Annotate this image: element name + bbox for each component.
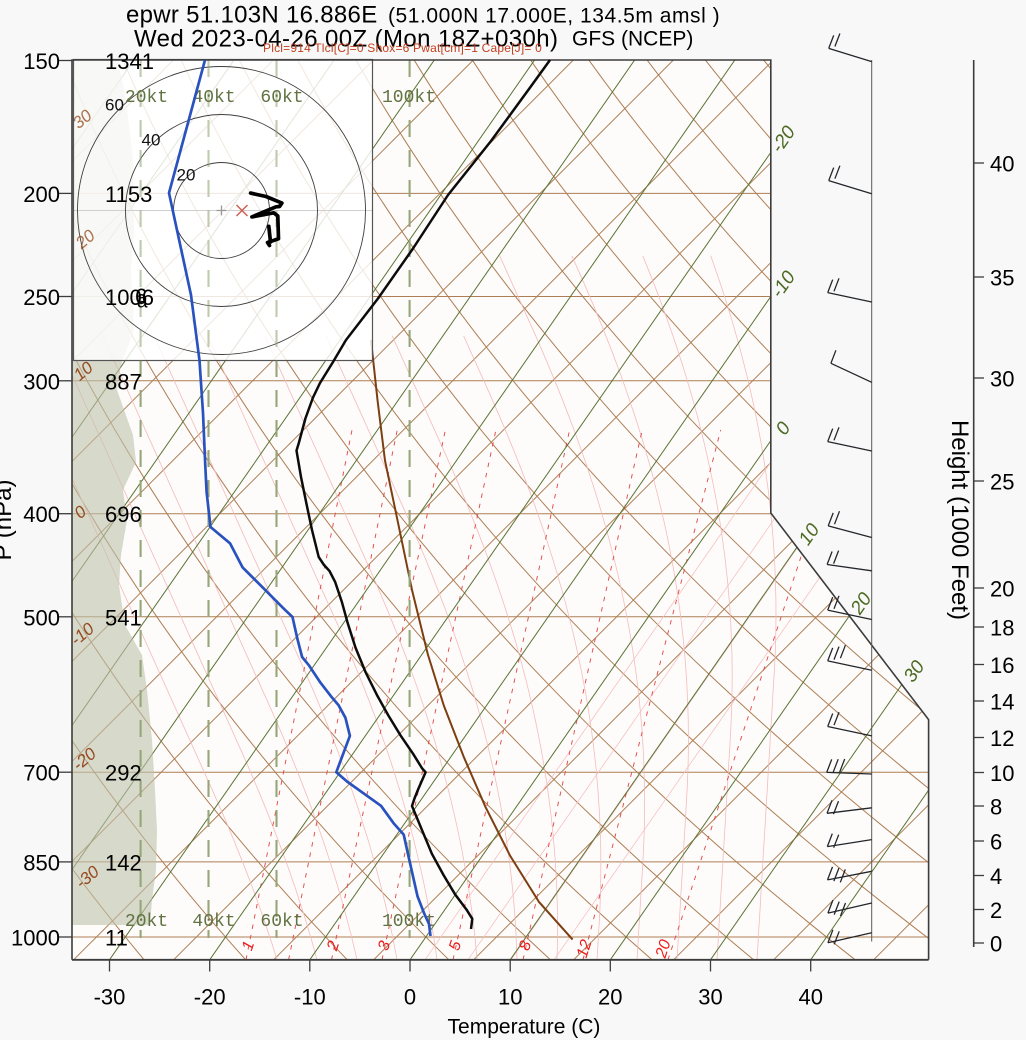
svg-text:20kt: 20kt <box>125 912 168 932</box>
svg-text:400: 400 <box>23 502 60 527</box>
svg-text:epwr 51.103N 16.886E: epwr 51.103N 16.886E <box>126 2 378 29</box>
svg-text:700: 700 <box>23 761 60 786</box>
svg-text:12: 12 <box>574 938 596 960</box>
svg-text:887: 887 <box>105 369 142 394</box>
svg-text:18: 18 <box>990 616 1014 641</box>
svg-text:100kt: 100kt <box>382 88 436 108</box>
svg-text:GFS (NCEP): GFS (NCEP) <box>572 28 693 51</box>
svg-text:0: 0 <box>990 932 1002 957</box>
svg-text:40: 40 <box>990 152 1014 177</box>
svg-text:1006: 1006 <box>105 285 154 310</box>
svg-text:200: 200 <box>23 182 60 207</box>
svg-text:Height (1000 Feet): Height (1000 Feet) <box>946 420 973 620</box>
svg-text:10: 10 <box>498 985 522 1010</box>
svg-text:541: 541 <box>105 605 142 630</box>
svg-text:20: 20 <box>990 577 1014 602</box>
svg-text:(51.000N 17.000E, 134.5m amsl: (51.000N 17.000E, 134.5m amsl ) <box>388 5 720 28</box>
svg-text:60kt: 60kt <box>260 912 303 932</box>
svg-text:60: 60 <box>105 95 124 114</box>
svg-text:2: 2 <box>990 898 1002 923</box>
svg-text:20kt: 20kt <box>125 88 168 108</box>
svg-text:a: a <box>137 292 148 313</box>
svg-text:-20: -20 <box>194 985 226 1010</box>
svg-text:30: 30 <box>990 367 1014 392</box>
svg-text:6: 6 <box>990 830 1002 855</box>
svg-text:142: 142 <box>105 850 142 875</box>
svg-text:4: 4 <box>990 864 1002 889</box>
svg-text:8: 8 <box>990 795 1002 820</box>
svg-text:6: 6 <box>135 284 147 309</box>
svg-text:40kt: 40kt <box>192 88 235 108</box>
svg-text:292: 292 <box>105 761 142 786</box>
svg-text:-30: -30 <box>94 985 126 1010</box>
svg-text:10: 10 <box>990 761 1014 786</box>
svg-text:-10: -10 <box>294 985 326 1010</box>
svg-text:0: 0 <box>404 985 416 1010</box>
svg-text:1153: 1153 <box>105 182 152 207</box>
svg-text:Plcl=914 Tlcl[C]=0 Shox=6 Pwat: Plcl=914 Tlcl[C]=0 Shox=6 Pwat[cm]=1 Cap… <box>263 41 542 55</box>
svg-text:Temperature (C): Temperature (C) <box>448 1016 601 1039</box>
svg-text:250: 250 <box>23 285 60 310</box>
svg-text:Wed 2023-04-26 00Z (Mon 18Z+03: Wed 2023-04-26 00Z (Mon 18Z+030h) <box>134 25 558 52</box>
svg-text:20: 20 <box>177 165 196 184</box>
svg-text:40kt: 40kt <box>192 912 235 932</box>
svg-text:40: 40 <box>798 985 822 1010</box>
svg-text:14: 14 <box>990 690 1014 715</box>
svg-text:500: 500 <box>23 605 60 630</box>
svg-text:20: 20 <box>598 985 622 1010</box>
svg-text:16: 16 <box>990 653 1014 678</box>
svg-text:40: 40 <box>142 130 161 149</box>
svg-text:35: 35 <box>990 266 1014 291</box>
svg-text:1000: 1000 <box>11 926 60 951</box>
svg-text:30: 30 <box>698 985 722 1010</box>
svg-text:12: 12 <box>990 726 1014 751</box>
svg-text:1341: 1341 <box>105 49 154 74</box>
svg-text:100kt: 100kt <box>382 912 436 932</box>
svg-text:25: 25 <box>990 470 1014 495</box>
svg-text:850: 850 <box>23 850 60 875</box>
svg-text:150: 150 <box>23 49 60 74</box>
svg-text:P (hPa): P (hPa) <box>0 480 17 561</box>
svg-text:60kt: 60kt <box>260 88 303 108</box>
svg-text:11: 11 <box>105 926 128 951</box>
svg-text:300: 300 <box>23 369 60 394</box>
svg-text:20: 20 <box>653 938 675 961</box>
svg-text:696: 696 <box>105 502 142 527</box>
